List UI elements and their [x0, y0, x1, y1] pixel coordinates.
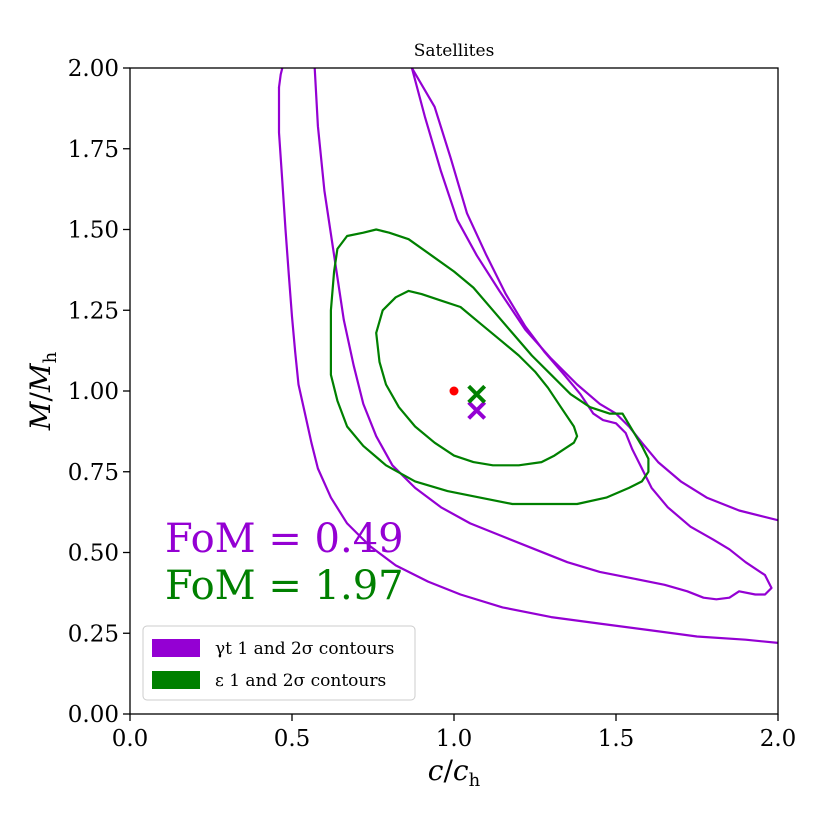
- y-tick-label: 0.25: [68, 621, 119, 647]
- chart-title: Satellites: [414, 41, 495, 61]
- legend-box: [142, 625, 416, 701]
- contour-line-4: [375, 289, 579, 467]
- best-fit-marker-epsilon: [467, 384, 487, 404]
- legend-label-gamma: γt 1 and 2σ contours: [215, 639, 394, 659]
- x-tick-label: 2.0: [760, 726, 797, 752]
- fom-epsilon: FoM = 1.97: [165, 563, 404, 609]
- x-axis-label: c/ch: [428, 754, 481, 791]
- x-tick-label: 0.0: [112, 726, 149, 752]
- y-tick-label: 0.00: [68, 702, 119, 728]
- best-fit-marker-gamma_t: [467, 400, 487, 420]
- legend: γt 1 and 2σ contours ε 1 and 2σ contours: [142, 625, 416, 701]
- contour-line-3: [277, 68, 284, 89]
- legend-label-epsilon: ε 1 and 2σ contours: [215, 671, 386, 691]
- y-tick-label: 1.00: [68, 379, 119, 405]
- legend-swatch-gamma: [152, 639, 200, 657]
- contour-line-1: [313, 68, 773, 601]
- contour-line-2: [277, 86, 778, 644]
- contour-line-0: [410, 68, 778, 522]
- x-tick-label: 1.5: [598, 726, 635, 752]
- contour-layer: [277, 68, 778, 644]
- truth-point: [449, 386, 459, 396]
- x-tick-label: 0.5: [274, 726, 311, 752]
- y-axis-label: M/Mh: [24, 351, 61, 431]
- fom-gamma: FoM = 0.49: [165, 516, 404, 562]
- marker-layer: [449, 384, 487, 420]
- y-tick-label: 1.25: [68, 298, 119, 324]
- x-axis: 0.0 0.5 1.0 1.5 2.0: [112, 714, 797, 752]
- contour-line-5: [329, 228, 650, 506]
- x-tick-label: 1.0: [436, 726, 473, 752]
- y-tick-label: 1.75: [68, 137, 119, 163]
- y-tick-label: 1.50: [68, 218, 119, 244]
- legend-swatch-epsilon: [152, 671, 200, 689]
- y-tick-label: 0.75: [68, 460, 119, 486]
- y-axis: 0.00 0.25 0.50 0.75 1.00 1.25 1.50 1.75 2.00: [68, 56, 130, 728]
- y-tick-label: 2.00: [68, 56, 119, 82]
- y-tick-label: 0.50: [68, 541, 119, 567]
